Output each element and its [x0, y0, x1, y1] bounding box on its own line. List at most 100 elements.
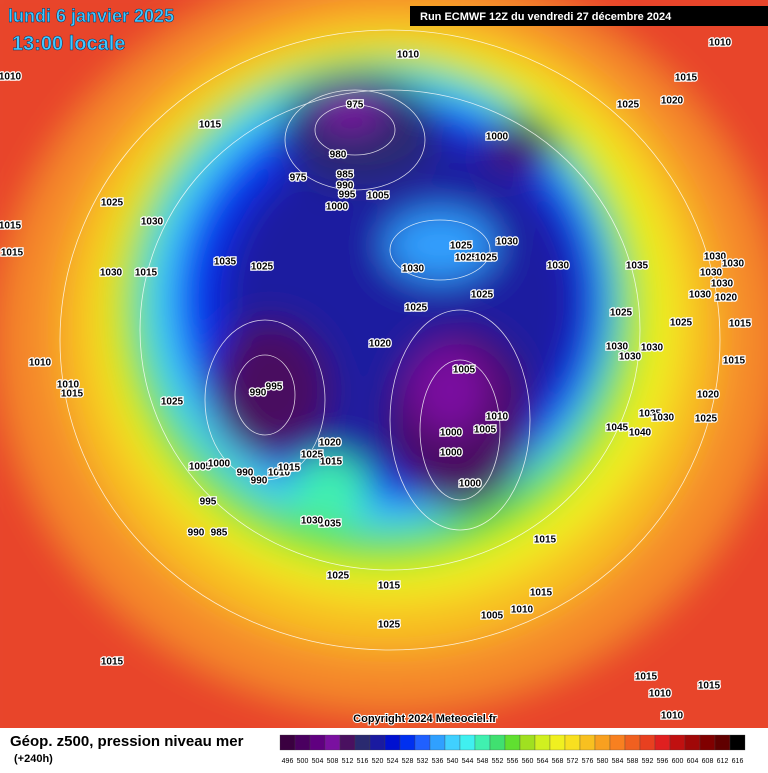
- isobar-label: 1020: [697, 390, 720, 401]
- isobar-label: 1030: [711, 279, 734, 290]
- colorbar-swatch: [399, 734, 416, 751]
- isobar-label: 1005: [453, 365, 476, 376]
- colorbar-swatch: [459, 734, 476, 751]
- isobar-label: 1005: [189, 462, 212, 473]
- isobar-label: 1030: [700, 268, 723, 279]
- isobar-label: 975: [347, 100, 364, 111]
- isobar-label: 1000: [326, 202, 349, 213]
- isobar-label: 1020: [715, 293, 738, 304]
- isobar-label: 1025: [161, 397, 184, 408]
- colorbar: 496 500 504 508 512 516 520 524 528 532 536 540 544 5…: [279, 734, 746, 765]
- colorbar-swatch: [279, 734, 296, 751]
- isobar-label: 1025: [617, 100, 640, 111]
- colorbar-swatch: [444, 734, 461, 751]
- isobar-label: 1010: [57, 380, 80, 391]
- isobar-label: 1030: [100, 268, 123, 279]
- isobar-label: 975: [290, 173, 307, 184]
- colorbar-swatch: [669, 734, 686, 751]
- colorbar-swatch: [414, 734, 431, 751]
- isobar-label: 1020: [661, 96, 684, 107]
- colorbar-label: 520: [372, 758, 384, 765]
- isobar-label: 1010: [397, 50, 420, 61]
- colorbar-swatch: [369, 734, 386, 751]
- isobar-label: 1025: [610, 308, 633, 319]
- isobar-label: 990: [250, 388, 267, 399]
- colorbar-swatch: [699, 734, 716, 751]
- colorbar-label: 500: [297, 758, 309, 765]
- isobar-label: 1030: [606, 342, 629, 353]
- isobar-label: 1015: [320, 457, 343, 468]
- colorbar-swatch: [714, 734, 731, 751]
- colorbar-label: 544: [462, 758, 474, 765]
- isobar-label: 1020: [369, 339, 392, 350]
- colorbar-swatch: [639, 734, 656, 751]
- isobar-label: 1010: [29, 358, 52, 369]
- isobar-label: 1000: [440, 448, 463, 459]
- colorbar-label: 528: [402, 758, 414, 765]
- legend-title: Géop. z500, pression niveau mer: [10, 733, 244, 750]
- colorbar-label: 596: [657, 758, 669, 765]
- isobar-label: 1015: [101, 657, 124, 668]
- isobar-label: 1030: [704, 252, 727, 263]
- colorbar-label: 572: [567, 758, 579, 765]
- isobar-label: 1010: [649, 689, 672, 700]
- isobar-label: 1035: [214, 257, 237, 268]
- colorbar-label: 516: [357, 758, 369, 765]
- isobar-label: 1025: [251, 262, 274, 273]
- isobar-label: 990: [337, 181, 354, 192]
- lead-time: (+240h): [14, 753, 53, 765]
- colorbar-swatch: [384, 734, 401, 751]
- colorbar-label: 512: [342, 758, 354, 765]
- isobar-label: 1010: [0, 72, 22, 83]
- colorbar-swatch: [609, 734, 626, 751]
- isobar-label: 1030: [619, 352, 642, 363]
- isobar-label: 980: [330, 150, 347, 161]
- isobar-label: 1040: [629, 428, 652, 439]
- isobar-label: 1005: [367, 191, 390, 202]
- isobar-label: 1030: [652, 413, 675, 424]
- isobar-label: 990: [188, 528, 205, 539]
- isobar-label: 1015: [729, 319, 752, 330]
- isobar-label: 1025: [378, 620, 401, 631]
- isobar-label: 1035: [639, 409, 662, 420]
- colorbar-label: 560: [522, 758, 534, 765]
- isobar-label: 1025: [670, 318, 693, 329]
- isobar-label: 1015: [1, 248, 24, 259]
- colorbar-label: 552: [492, 758, 504, 765]
- colorbar-swatch: [534, 734, 551, 751]
- colorbar-label: 592: [642, 758, 654, 765]
- isobar-label: 1035: [626, 261, 649, 272]
- colorbar-swatch: [504, 734, 521, 751]
- colorbar-swatch: [564, 734, 581, 751]
- colorbar-swatch: [654, 734, 671, 751]
- isobar-label: 1025: [450, 241, 473, 252]
- run-info: Run ECMWF 12Z du vendredi 27 décembre 20…: [420, 11, 672, 23]
- colorbar-label: 580: [597, 758, 609, 765]
- copyright: Copyright 2024 Meteociel.fr: [353, 713, 497, 725]
- colorbar-label: 524: [387, 758, 399, 765]
- colorbar-label: 616: [732, 758, 744, 765]
- colorbar-swatch: [729, 734, 746, 751]
- colorbar-swatch: [324, 734, 341, 751]
- colorbar-label: 612: [717, 758, 729, 765]
- colorbar-label: 564: [537, 758, 549, 765]
- colorbar-swatch: [354, 734, 371, 751]
- colorbar-swatch: [594, 734, 611, 751]
- isobar-label: 1015: [199, 120, 222, 131]
- colorbar-label: 584: [612, 758, 624, 765]
- isobar-label: 1025: [455, 253, 478, 264]
- isobar-label: 990: [237, 468, 254, 479]
- forecast-time: 13:00 locale: [12, 33, 125, 55]
- colorbar-label: 496: [282, 758, 294, 765]
- colorbar-label: 604: [687, 758, 699, 765]
- isobar-label: 1010: [661, 711, 684, 722]
- colorbar-label: 576: [582, 758, 594, 765]
- colorbar-label: 568: [552, 758, 564, 765]
- isobar-label: 985: [337, 170, 354, 181]
- isobar-label: 1015: [698, 681, 721, 692]
- colorbar-label: 588: [627, 758, 639, 765]
- colorbar-label: 548: [477, 758, 489, 765]
- colorbar-swatch: [309, 734, 326, 751]
- isobar-label: 1030: [141, 217, 164, 228]
